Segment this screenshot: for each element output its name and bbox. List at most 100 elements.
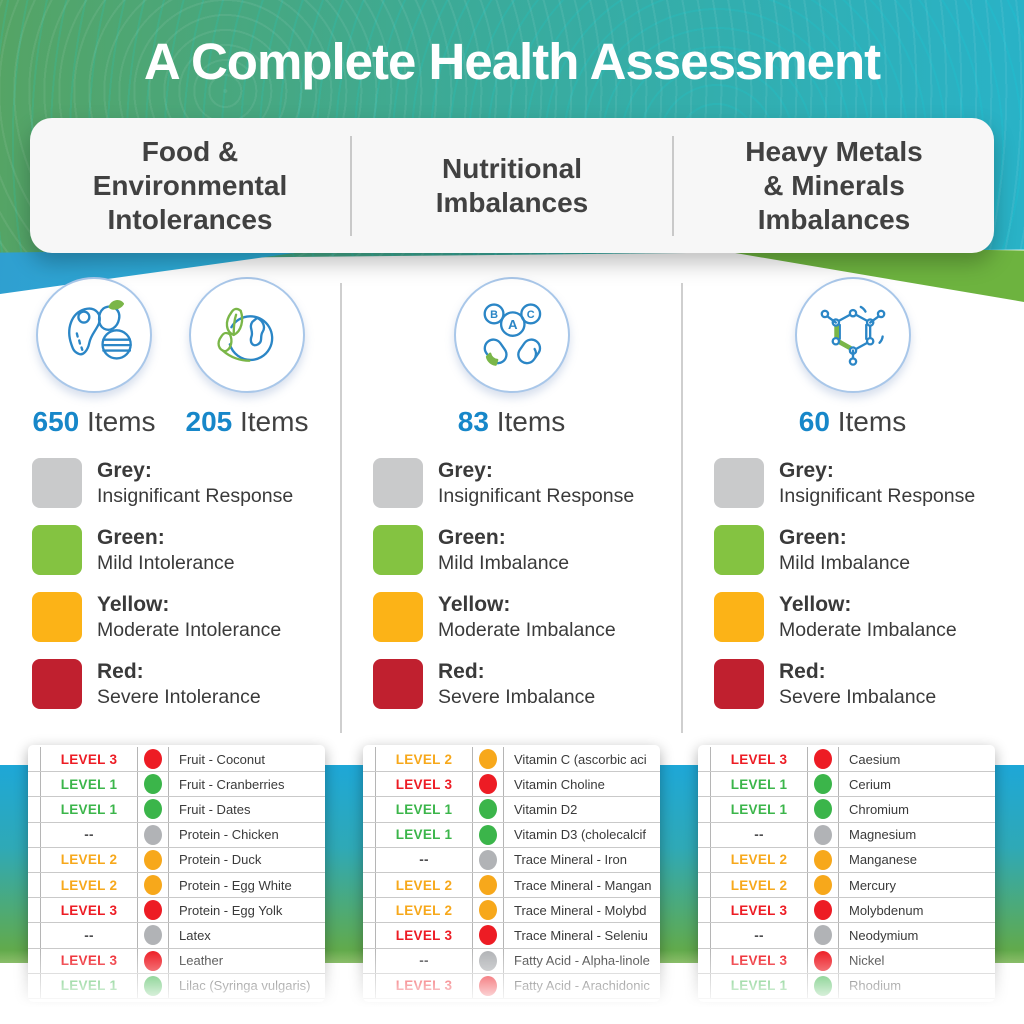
- dot-cell: [808, 747, 839, 772]
- dot-cell: [138, 772, 169, 797]
- legend-row: Red: Severe Imbalance: [714, 659, 1024, 709]
- table-edge-cell: [698, 923, 711, 948]
- table-edge-cell: [28, 898, 41, 923]
- dot-cell: [473, 898, 504, 923]
- table-row: -- Trace Mineral - Iron: [363, 847, 660, 873]
- item-name-cell: Fruit - Cranberries: [179, 776, 285, 792]
- dot-cell: [808, 772, 839, 797]
- legend-row: Red: Severe Intolerance: [32, 659, 342, 709]
- item-name-cell: Mercury: [849, 877, 896, 893]
- item-name-cell: Fruit - Dates: [179, 801, 251, 817]
- bottom-fade: [0, 950, 1024, 1024]
- legend-color-name: Green:: [97, 526, 165, 549]
- earth-leaf-icon: [188, 277, 305, 393]
- table-edge-cell: [698, 872, 711, 898]
- level-cell: --: [41, 923, 138, 948]
- counter-environmental: 205 Items: [186, 277, 308, 438]
- legend-swatch: [714, 525, 764, 575]
- legend-swatch: [373, 592, 423, 642]
- table-row: -- Protein - Chicken: [28, 822, 325, 848]
- item-name-cell: Chromium: [849, 801, 909, 817]
- item-name-cell: Trace Mineral - Iron: [514, 852, 627, 868]
- table-row: LEVEL 3 Protein - Egg Yolk: [28, 898, 325, 924]
- item-count-food: 650 Items: [32, 406, 156, 437]
- level-cell: LEVEL 2: [41, 872, 138, 898]
- table-edge-cell: [363, 747, 376, 772]
- severity-dot: [814, 875, 832, 896]
- table-edge-cell: [28, 747, 41, 772]
- table-row: LEVEL 2 Protein - Egg White: [28, 872, 325, 899]
- table-row: LEVEL 1 Vitamin D3 (cholecalcif: [363, 822, 660, 848]
- item-name-cell: Protein - Egg Yolk: [179, 902, 283, 918]
- item-name-cell: Latex: [179, 927, 211, 943]
- severity-dot: [144, 799, 162, 820]
- table-edge-cell: [363, 797, 376, 822]
- food-icon: [36, 277, 153, 393]
- dot-cell: [808, 872, 839, 898]
- legend-color-name: Red:: [97, 660, 144, 683]
- legend-color-name: Red:: [779, 660, 826, 683]
- table-row: LEVEL 2 Trace Mineral - Molybd: [363, 898, 660, 924]
- item-name-cell: Trace Mineral - Seleniu: [514, 927, 648, 943]
- table-edge-cell: [698, 847, 711, 872]
- dot-cell: [138, 797, 169, 822]
- table-row: LEVEL 1 Vitamin D2: [363, 797, 660, 823]
- legend-food: Grey: Insignificant Response Green: Mild…: [32, 458, 342, 709]
- item-name-cell: Molybdenum: [849, 902, 924, 918]
- table-edge-cell: [698, 822, 711, 847]
- item-name-cell: Vitamin D2: [514, 801, 578, 817]
- item-name-cell: Protein - Chicken: [179, 827, 279, 843]
- severity-dot: [814, 749, 832, 770]
- legend-swatch: [373, 458, 423, 508]
- header-divider: [672, 135, 674, 236]
- table-edge-cell: [28, 923, 41, 948]
- table-row: LEVEL 2 Mercury: [698, 872, 995, 899]
- legend-color-name: Yellow:: [97, 593, 170, 616]
- legend-swatch: [32, 659, 82, 709]
- column-heavy-metals-counters: 60 Items: [682, 277, 1023, 438]
- legend-swatch: [32, 592, 82, 642]
- level-cell: LEVEL 2: [711, 872, 808, 898]
- legend-row: Green: Mild Imbalance: [373, 525, 683, 575]
- legend-description: Insignificant Response: [97, 485, 294, 507]
- legend-swatch: [32, 458, 82, 508]
- column-divider: [340, 283, 342, 733]
- table-edge-cell: [363, 847, 376, 872]
- level-cell: LEVEL 3: [711, 747, 808, 772]
- dot-cell: [473, 772, 504, 797]
- category-title-heavy-metals: Heavy Metals & Minerals Imbalances: [745, 135, 923, 235]
- severity-dot: [144, 849, 162, 870]
- table-edge-cell: [28, 797, 41, 822]
- legend-description: Severe Imbalance: [438, 686, 596, 708]
- table-row: LEVEL 1 Chromium: [698, 797, 995, 823]
- level-cell: LEVEL 2: [711, 847, 808, 872]
- legend-color-name: Yellow:: [779, 593, 852, 616]
- item-name-cell: Neodymium: [849, 927, 919, 943]
- severity-dot: [814, 925, 832, 946]
- item-name-cell: Vitamin D3 (cholecalcif: [514, 827, 646, 843]
- table-edge-cell: [363, 898, 376, 923]
- level-cell: LEVEL 3: [376, 923, 473, 948]
- legend-color-name: Grey:: [97, 459, 152, 482]
- severity-dot: [814, 900, 832, 921]
- legend-color-name: Yellow:: [438, 593, 511, 616]
- severity-dot: [814, 849, 832, 870]
- legend-color-name: Green:: [779, 526, 847, 549]
- table-row: LEVEL 3 Vitamin Choline: [363, 772, 660, 798]
- level-cell: LEVEL 3: [376, 772, 473, 797]
- level-cell: --: [376, 847, 473, 872]
- table-edge-cell: [28, 822, 41, 847]
- dot-cell: [808, 923, 839, 948]
- header-divider: [350, 135, 352, 236]
- level-cell: --: [711, 822, 808, 847]
- severity-dot: [479, 875, 497, 896]
- vitamins-icon: B A C: [453, 277, 570, 393]
- severity-dot: [479, 799, 497, 820]
- dot-cell: [808, 898, 839, 923]
- counter-food: 650 Items: [33, 277, 156, 438]
- table-row: LEVEL 3 Trace Mineral - Seleniu: [363, 923, 660, 949]
- level-cell: LEVEL 2: [376, 898, 473, 923]
- table-row: LEVEL 3 Molybdenum: [698, 898, 995, 924]
- legend-row: Yellow: Moderate Intolerance: [32, 592, 342, 642]
